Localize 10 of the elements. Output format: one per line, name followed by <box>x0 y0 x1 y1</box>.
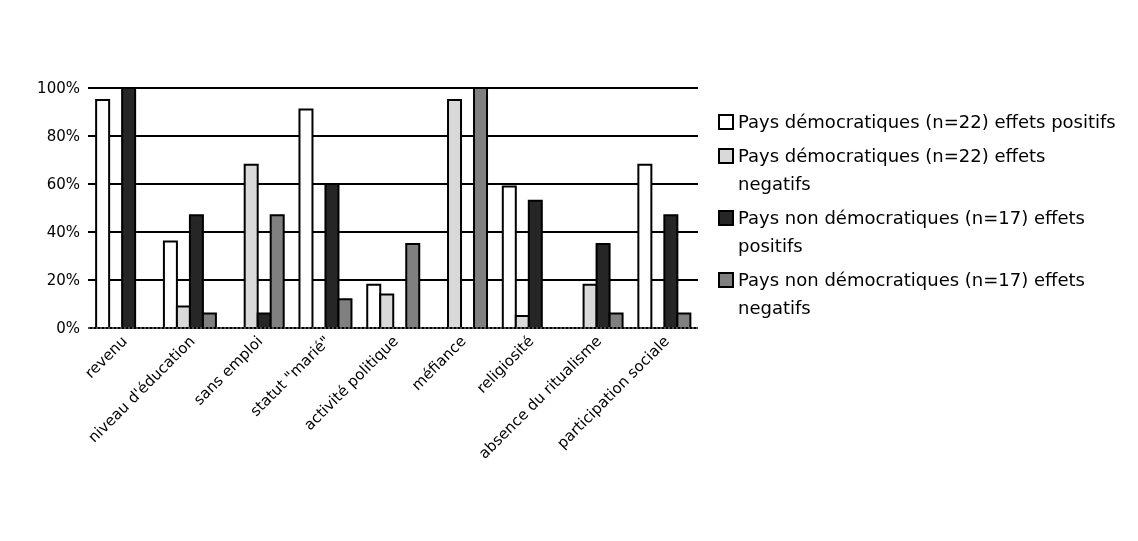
y-tick-label: 100% <box>37 79 80 98</box>
legend-label: Pays non démocratiques (n=17) effets positifs <box>738 206 1086 258</box>
y-tick-label: 80% <box>46 127 80 146</box>
y-tick-label: 20% <box>46 271 80 290</box>
y-tick-label: 40% <box>46 223 80 242</box>
y-tick-label: 60% <box>46 175 80 194</box>
legend-label: Pays démocratiques (n=22) effets negatifs <box>738 144 1047 196</box>
legend-label: Pays non démocratiques (n=17) effets negatifs <box>738 268 1086 320</box>
y-tick-label: 0% <box>56 319 80 338</box>
legend-label: Pays démocratiques (n=22) effets positifs <box>738 110 1116 134</box>
